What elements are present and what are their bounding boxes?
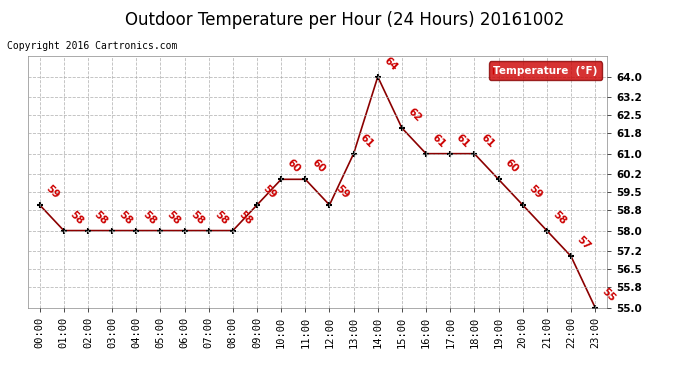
- Text: 58: 58: [237, 209, 255, 226]
- Text: 64: 64: [382, 55, 400, 73]
- Text: 59: 59: [44, 183, 61, 201]
- Text: 60: 60: [286, 158, 303, 175]
- Text: 61: 61: [455, 132, 472, 150]
- Text: Outdoor Temperature per Hour (24 Hours) 20161002: Outdoor Temperature per Hour (24 Hours) …: [126, 11, 564, 29]
- Text: 61: 61: [479, 132, 496, 150]
- Text: Copyright 2016 Cartronics.com: Copyright 2016 Cartronics.com: [7, 41, 177, 51]
- Text: 58: 58: [189, 209, 206, 226]
- Text: 58: 58: [165, 209, 182, 226]
- Text: 58: 58: [68, 209, 86, 226]
- Text: 60: 60: [503, 158, 520, 175]
- Text: 59: 59: [527, 183, 544, 201]
- Text: 61: 61: [358, 132, 375, 150]
- Text: 57: 57: [575, 235, 593, 252]
- Text: 61: 61: [431, 132, 448, 150]
- Text: 58: 58: [92, 209, 110, 226]
- Text: 59: 59: [334, 183, 351, 201]
- Text: 58: 58: [117, 209, 134, 226]
- Text: 62: 62: [406, 106, 424, 124]
- Text: 55: 55: [600, 286, 617, 303]
- Text: 58: 58: [551, 209, 569, 226]
- Text: 58: 58: [141, 209, 158, 226]
- Text: 60: 60: [310, 158, 327, 175]
- Text: 59: 59: [262, 183, 279, 201]
- Text: 58: 58: [213, 209, 230, 226]
- Legend: Temperature  (°F): Temperature (°F): [489, 62, 602, 80]
